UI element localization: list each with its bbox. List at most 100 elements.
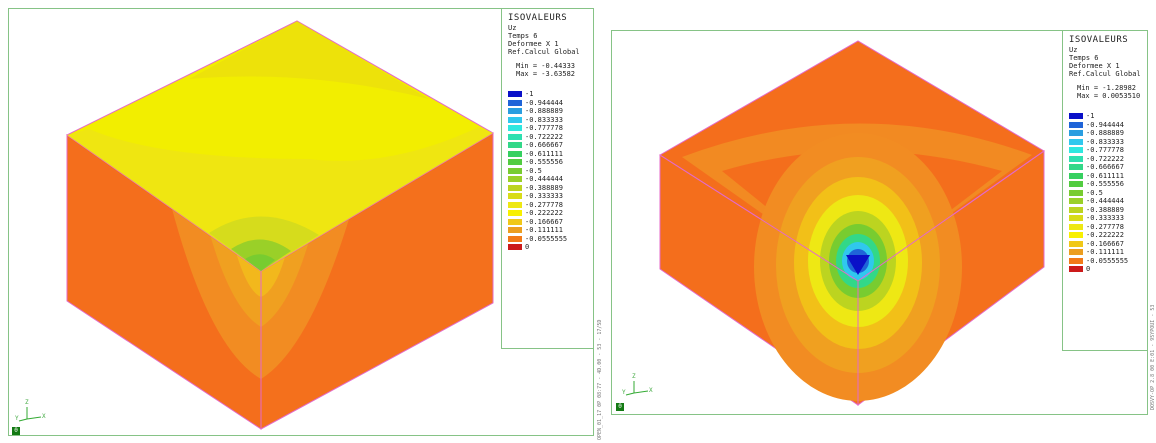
legend-value: -0.888889	[1086, 129, 1124, 138]
legend-level: -0.277778	[1069, 223, 1147, 232]
legend-level: -1	[1069, 112, 1147, 121]
legend-level: -0.833333	[508, 116, 593, 125]
legend-swatch	[508, 176, 522, 183]
legend-value: -0.333333	[525, 192, 563, 201]
legend-swatch	[1069, 172, 1083, 179]
legend-swatch	[1069, 206, 1083, 213]
legend-value: -1	[525, 90, 534, 99]
legend-value: -0.555556	[1086, 180, 1124, 189]
legend-swatch	[508, 227, 522, 234]
legend-line: Uz	[1069, 46, 1078, 54]
legend-level: -0.166667	[1069, 240, 1147, 249]
legend-swatch	[1069, 181, 1083, 188]
legend-max: Max = -3.63582	[516, 70, 576, 78]
legend-value: -0.777778	[525, 124, 563, 133]
legend-swatch	[1069, 223, 1083, 230]
legend-swatch	[1069, 121, 1083, 128]
legend-level: 0	[508, 243, 593, 252]
legend-swatch	[508, 235, 522, 242]
legend-level: -0.277778	[508, 201, 593, 210]
legend-line: Ref.Calcul Global	[508, 48, 580, 56]
legend-level: -0.5	[508, 167, 593, 176]
min-value-spot	[846, 255, 870, 275]
legend-swatch	[508, 193, 522, 200]
legend-swatch	[1069, 147, 1083, 154]
legend-value: -0.5	[525, 166, 542, 175]
legend-swatch	[508, 125, 522, 132]
legend-value: -0.611111	[1086, 171, 1124, 180]
legend-value: 0	[525, 243, 530, 252]
legend-level: -0.944444	[508, 99, 593, 108]
legend-value: -0.833333	[1086, 137, 1124, 146]
legend-level: -0.888889	[508, 107, 593, 116]
legend-swatch	[508, 99, 522, 106]
legend-level: -0.5	[1069, 189, 1147, 198]
legend-level: -0.777778	[1069, 146, 1147, 155]
legend-value: -0.444444	[1086, 197, 1124, 206]
legend-line: Uz	[508, 24, 517, 32]
legend-swatch	[508, 108, 522, 115]
legend-value: -0.166667	[525, 217, 563, 226]
axis-y-label: Y	[15, 415, 19, 422]
legend-value: -0.111111	[525, 226, 563, 235]
legend-swatch	[1069, 130, 1083, 137]
legend-level: -0.388889	[508, 184, 593, 193]
legend-level: -0.166667	[508, 218, 593, 227]
legend-level: 0	[1069, 265, 1147, 274]
axis-x-label: X	[42, 413, 46, 420]
legend-value: -0.666667	[525, 141, 563, 150]
legend-swatch	[508, 159, 522, 166]
legend-value: -0.333333	[1086, 214, 1124, 223]
legend-value: -0.277778	[1086, 222, 1124, 231]
axes-triad-2: Z Y X	[622, 373, 662, 397]
legend-level: -0.222222	[508, 209, 593, 218]
legend-level: -0.555556	[1069, 180, 1147, 189]
legend-level: -0.388889	[1069, 206, 1147, 215]
legend-value: -0.888889	[525, 107, 563, 116]
legend-value: -0.611111	[525, 149, 563, 158]
legend-level: -0.222222	[1069, 231, 1147, 240]
viewport-1[interactable]: ISOVALEURS Uz Temps 6 Deformee X 1 Ref.C…	[8, 8, 594, 436]
legend-level: -0.333333	[1069, 214, 1147, 223]
legend-swatch	[1069, 189, 1083, 196]
side-annotation-2: DOSVY-OP 2.8 00 E:01 - 95YPOUI - 53	[1150, 304, 1156, 410]
legend-swatch	[1069, 164, 1083, 171]
deformation-plot-2	[659, 40, 1045, 406]
legend-value: -0.222222	[525, 209, 563, 218]
legend-value: -0.111111	[1086, 248, 1124, 257]
axis-z-label: Z	[25, 399, 29, 406]
legend-value: -0.722222	[525, 132, 563, 141]
deformation-plot-1	[66, 20, 494, 430]
legend-swatch	[508, 133, 522, 140]
side-annotation-1: OPEN_01_17 0P 08:77 - 4D.00 - 53 - 17/5D	[597, 319, 603, 440]
legend-value: -0.388889	[1086, 205, 1124, 214]
legend-value: -0.833333	[525, 115, 563, 124]
legend-level: -0.666667	[1069, 163, 1147, 172]
legend-title: ISOVALEURS	[1069, 35, 1129, 45]
legend-value: 0	[1086, 265, 1091, 274]
legend-value: -0.722222	[1086, 154, 1124, 163]
legend-swatch	[508, 184, 522, 191]
legend-swatch	[508, 210, 522, 217]
legend-swatch	[1069, 138, 1083, 145]
legend-value: -0.5	[1086, 188, 1103, 197]
legend-2: ISOVALEURS Uz Temps 6 Deformee X 1 Ref.C…	[1062, 31, 1147, 351]
legend-swatch	[508, 244, 522, 251]
legend-value: -0.444444	[525, 175, 563, 184]
legend-swatch	[1069, 155, 1083, 162]
legend-level: -0.722222	[508, 133, 593, 142]
top-band-1	[67, 127, 493, 271]
legend-level: -0.111111	[508, 226, 593, 235]
legend-value: -0.277778	[525, 200, 563, 209]
legend-level: -0.444444	[1069, 197, 1147, 206]
legend-min: Min = -0.44333	[516, 62, 576, 70]
legend-value: -0.388889	[525, 183, 563, 192]
legend-title: ISOVALEURS	[508, 13, 568, 23]
legend-line: Temps 6	[1069, 54, 1099, 62]
legend-value: -0.166667	[1086, 239, 1124, 248]
viewport-2[interactable]: ISOVALEURS Uz Temps 6 Deformee X 1 Ref.C…	[611, 30, 1148, 415]
legend-level: -0.777778	[508, 124, 593, 133]
legend-swatch	[1069, 249, 1083, 256]
legend-swatch	[1069, 215, 1083, 222]
legend-level: -1	[508, 90, 593, 99]
